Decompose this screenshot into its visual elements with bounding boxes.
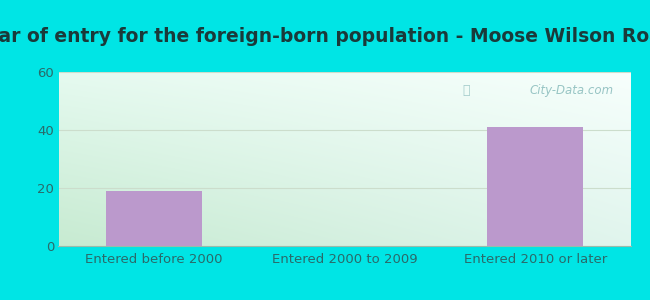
Text: Year of entry for the foreign-born population - Moose Wilson Road: Year of entry for the foreign-born popul… <box>0 26 650 46</box>
Bar <box>106 191 202 246</box>
Text: ⓘ: ⓘ <box>463 84 471 97</box>
Text: City-Data.com: City-Data.com <box>529 84 614 97</box>
Bar <box>488 127 583 246</box>
